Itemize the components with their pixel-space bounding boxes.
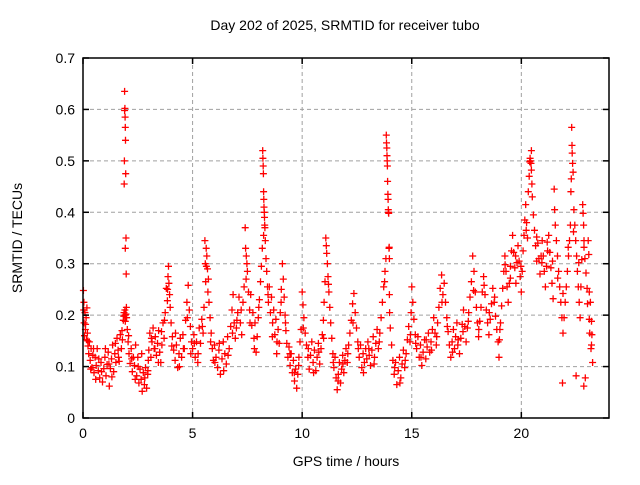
grid-layer xyxy=(83,58,609,418)
x-tick-label: 15 xyxy=(404,425,420,441)
y-tick-label: 0.6 xyxy=(56,101,76,117)
axis-layer: 0 5 10 15 20 0 0.1 0.2 0.3 0.4 0.5 0.6 0.7 xyxy=(56,50,610,441)
y-tick-label: 0 xyxy=(67,410,75,426)
x-tick-label: 0 xyxy=(79,425,87,441)
x-tick-label: 20 xyxy=(514,425,530,441)
data-layer xyxy=(79,87,597,395)
y-axis-label: SRMTID / TECUs xyxy=(9,183,25,293)
scatter-points xyxy=(79,87,597,395)
chart-title: Day 202 of 2025, SRMTID for receiver tub… xyxy=(210,17,479,33)
y-tick-label: 0.7 xyxy=(56,50,76,66)
x-tick-label: 10 xyxy=(294,425,310,441)
plot-border xyxy=(82,57,610,419)
y-tick-label: 0.3 xyxy=(56,256,76,272)
x-axis-label: GPS time / hours xyxy=(293,453,400,469)
x-tick-label: 5 xyxy=(189,425,197,441)
y-tick-label: 0.4 xyxy=(56,204,76,220)
y-tick-label: 0.2 xyxy=(56,307,76,323)
y-tick-label: 0.5 xyxy=(56,153,76,169)
y-tick-label: 0.1 xyxy=(56,359,76,375)
